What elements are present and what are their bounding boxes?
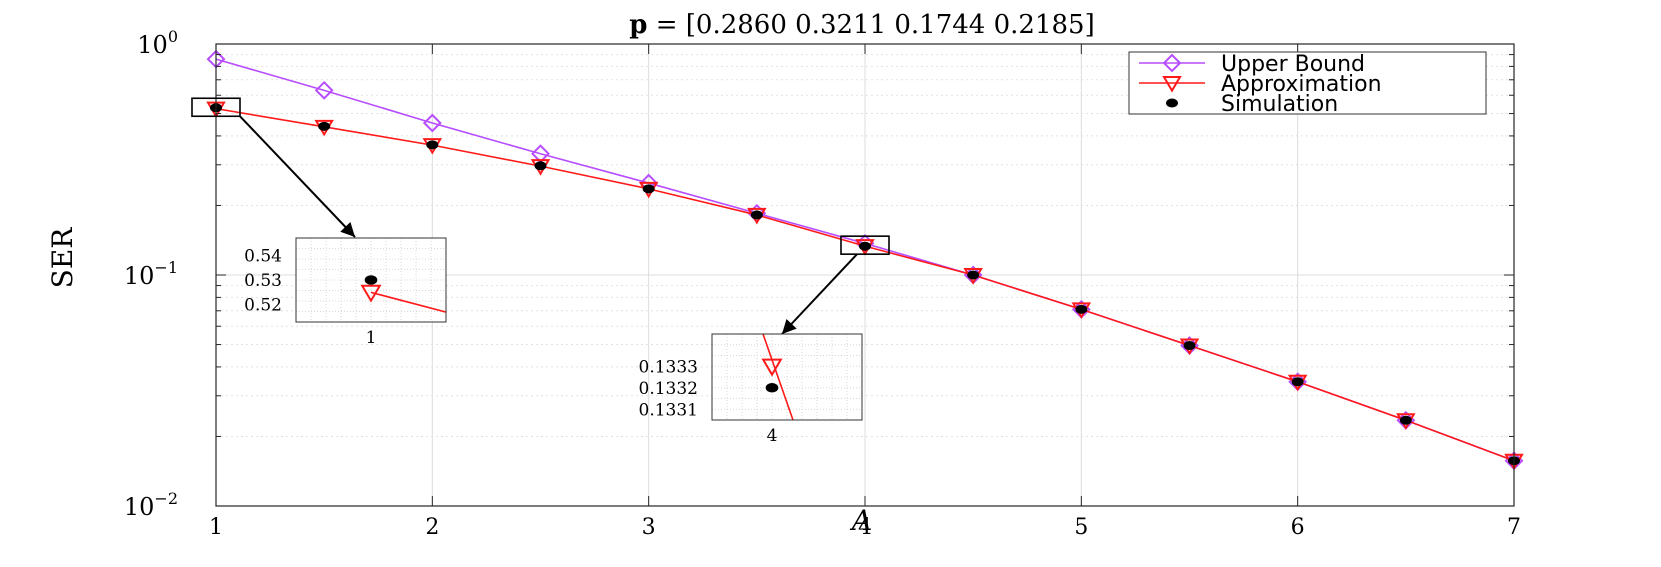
chart-title-bold: p — [629, 10, 647, 40]
dot-marker — [318, 121, 331, 131]
legend-entry-approximation: Approximation — [1139, 72, 1382, 97]
diamond-marker — [422, 113, 442, 133]
legend-label: Upper Bound — [1221, 52, 1365, 77]
x-tick-label: 3 — [642, 515, 656, 540]
dot-marker — [967, 270, 980, 280]
dot-marker — [642, 184, 655, 194]
inset-y-tick-label: 0.1331 — [639, 400, 698, 420]
inset-border — [711, 333, 863, 421]
dot-marker — [1075, 304, 1088, 314]
zoom-annotations — [191, 97, 890, 335]
diamond-marker — [1162, 53, 1182, 73]
diamond-marker — [314, 80, 334, 100]
dot-marker — [1183, 341, 1196, 351]
dot-marker — [1291, 377, 1304, 387]
inset-y-tick-label: 0.54 — [244, 246, 282, 266]
y-tick-label: 10−2 — [124, 489, 178, 521]
dot-marker — [1399, 415, 1412, 425]
dot-marker — [364, 275, 378, 285]
zoom-box-1 — [191, 97, 241, 118]
dot-marker — [765, 383, 779, 393]
x-tick-label: 2 — [425, 515, 439, 540]
x-tick-label: 7 — [1507, 515, 1521, 540]
chart-title-rest: = [0.2860 0.3211 0.1744 0.2185] — [647, 10, 1094, 40]
legend-entry-simulation: Simulation — [1166, 92, 1338, 117]
x-tick-label: 4 — [858, 515, 872, 540]
inset-y-tick-label: 0.52 — [244, 296, 282, 316]
x-tick-label: 6 — [1291, 515, 1305, 540]
dot-marker — [426, 140, 439, 150]
inset-x-tick-label: 4 — [767, 426, 778, 446]
inset-y-tick-label: 0.1332 — [639, 379, 698, 399]
zoom-arrowhead — [782, 319, 797, 334]
y-tick-label: 100 — [137, 27, 178, 59]
inset-approx-line — [762, 334, 794, 420]
inset-y-tick-label: 0.1333 — [639, 357, 698, 377]
x-tick-label: 1 — [209, 515, 223, 540]
zoom-arrow — [239, 115, 356, 238]
triangle-marker — [1162, 76, 1182, 93]
inset-y-tick-label: 0.53 — [244, 271, 282, 291]
chart-title: p = [0.2860 0.3211 0.1744 0.2185] — [629, 10, 1094, 40]
y-tick-label: 10−1 — [124, 258, 178, 290]
inset-x-tick-label: 1 — [366, 328, 377, 348]
svg-text:p = [0.2860 0.3211 0.1744 0.21: p = [0.2860 0.3211 0.1744 0.2185] — [629, 10, 1094, 40]
dot-marker — [534, 161, 547, 171]
x-tick-label: 5 — [1074, 515, 1088, 540]
inset-1: 0.54 0.53 0.52 1 — [244, 237, 447, 348]
inset-approx-line — [370, 291, 446, 313]
dot-marker — [750, 210, 763, 220]
inset-border — [295, 237, 447, 323]
dot-marker — [859, 241, 871, 251]
zoom-arrowhead — [340, 222, 355, 237]
inset-content — [360, 275, 446, 313]
zoom-arrow — [781, 253, 858, 335]
zoom-box-2 — [840, 235, 890, 255]
triangle-marker — [761, 358, 783, 377]
dot-marker — [1166, 98, 1178, 108]
legend-label: Approximation — [1221, 72, 1382, 97]
legend-label: Simulation — [1221, 92, 1338, 117]
triangle-marker — [360, 284, 382, 303]
x-axis-label: A — [849, 504, 872, 537]
legend-entry-upper-bound: Upper Bound — [1139, 52, 1365, 77]
inset-content — [761, 334, 794, 420]
series-simulation — [210, 103, 1520, 466]
y-axis-label: SER — [46, 227, 79, 289]
axes: 1 2 3 4 5 6 7 100 10−1 10−2 — [124, 27, 1521, 540]
